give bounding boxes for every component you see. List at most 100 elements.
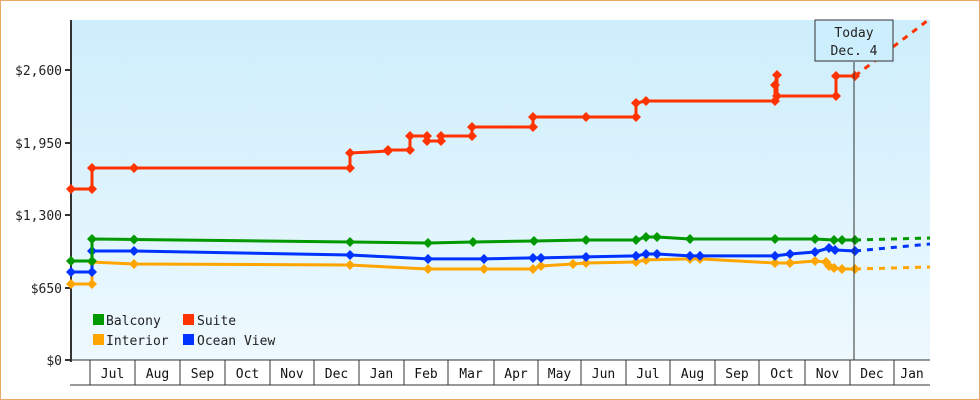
data-point-marker[interactable] [785,249,795,260]
data-point-marker[interactable] [831,90,841,101]
data-point-marker[interactable] [641,254,651,265]
data-point-marker[interactable] [87,255,97,266]
data-point-marker[interactable] [345,259,355,270]
legend-item-interior[interactable]: Interior [93,334,169,349]
data-point-marker[interactable] [770,233,780,244]
data-point-marker[interactable] [467,121,477,132]
data-point-marker[interactable] [436,131,446,142]
data-point-marker[interactable] [536,260,546,271]
today-label: Today [834,26,873,41]
data-point-marker[interactable] [850,263,860,274]
data-point-marker[interactable] [770,257,780,268]
data-point-marker[interactable] [829,234,839,245]
data-point-marker[interactable] [422,136,432,147]
data-point-marker[interactable] [436,136,446,147]
x-month-label: Jun [592,367,615,382]
data-point-marker[interactable] [850,71,860,82]
data-point-marker[interactable] [837,234,847,245]
data-point-marker[interactable] [568,258,578,269]
data-point-marker[interactable] [652,249,662,260]
data-point-marker[interactable] [479,263,489,274]
data-point-marker[interactable] [641,249,651,260]
data-point-marker[interactable] [468,236,478,247]
data-point-marker[interactable] [87,163,97,174]
data-point-marker[interactable] [810,255,820,266]
data-point-marker[interactable] [87,266,97,277]
data-point-marker[interactable] [785,257,795,268]
data-point-marker[interactable] [810,233,820,244]
data-point-marker[interactable] [850,234,860,245]
x-month-label: Apr [504,367,528,382]
data-point-marker[interactable] [345,147,355,158]
data-point-marker[interactable] [66,279,76,290]
y-axis: $0 $650 $1,300 $1,950 $2,600 [15,20,72,369]
data-point-marker[interactable] [529,235,539,246]
data-point-marker[interactable] [423,263,433,274]
x-month-label: Sep [191,367,215,382]
data-point-marker[interactable] [528,252,538,263]
legend-item-balcony[interactable]: Balcony [93,314,161,329]
data-point-marker[interactable] [87,279,97,290]
data-point-marker[interactable] [479,253,489,264]
data-point-marker[interactable] [641,96,651,107]
x-month-label: Aug [681,367,704,382]
x-month-label: Nov [816,367,840,382]
data-point-marker[interactable] [129,258,139,269]
data-point-marker[interactable] [631,234,641,245]
data-point-marker[interactable] [345,250,355,261]
data-point-marker[interactable] [850,246,860,257]
data-point-marker[interactable] [652,231,662,242]
data-point-marker[interactable] [87,233,97,244]
data-point-marker[interactable] [405,131,415,142]
data-point-marker[interactable] [695,250,705,261]
data-point-marker[interactable] [772,70,782,81]
data-point-marker[interactable] [383,144,393,155]
data-point-marker[interactable] [467,131,477,142]
data-point-marker[interactable] [829,262,839,273]
data-point-marker[interactable] [129,246,139,257]
data-point-marker[interactable] [345,163,355,174]
data-point-marker[interactable] [831,71,841,82]
data-point-marker[interactable] [631,256,641,267]
data-point-marker[interactable] [581,234,591,245]
x-month-label: May [548,367,572,382]
today-marker: Today Dec. 4 [814,19,894,360]
data-point-marker[interactable] [66,266,76,277]
data-point-marker[interactable] [66,255,76,266]
data-point-marker[interactable] [772,90,782,101]
data-point-marker[interactable] [830,245,840,256]
data-point-marker[interactable] [685,250,695,261]
data-point-marker[interactable] [581,111,591,122]
data-point-marker[interactable] [685,233,695,244]
data-point-marker[interactable] [837,263,847,274]
data-point-marker[interactable] [770,80,780,91]
data-point-marker[interactable] [631,250,641,261]
data-point-marker[interactable] [87,184,97,195]
data-point-marker[interactable] [405,144,415,155]
forecast-line [854,265,931,271]
data-point-marker[interactable] [528,111,538,122]
data-point-marker[interactable] [536,252,546,263]
forecast-line [854,236,931,242]
data-point-marker[interactable] [422,131,432,142]
legend-item-suite[interactable]: Suite [183,314,236,329]
data-point-marker[interactable] [66,184,76,195]
data-point-marker[interactable] [528,263,538,274]
y-tick-label: $650 [31,282,62,297]
data-point-marker[interactable] [631,111,641,122]
data-point-marker[interactable] [423,253,433,264]
y-tick-label: $0 [46,354,62,369]
data-point-marker[interactable] [129,234,139,245]
legend-item-ocean-view[interactable]: Ocean View [183,334,275,349]
data-point-marker[interactable] [528,121,538,132]
data-point-marker[interactable] [631,98,641,109]
data-point-marker[interactable] [129,163,139,174]
data-point-marker[interactable] [423,237,433,248]
data-point-marker[interactable] [581,251,591,262]
x-month-label: Oct [770,367,793,382]
data-point-marker[interactable] [345,236,355,247]
data-point-marker[interactable] [810,247,820,258]
data-point-marker[interactable] [641,231,651,242]
data-point-marker[interactable] [770,250,780,261]
data-point-marker[interactable] [581,257,591,268]
